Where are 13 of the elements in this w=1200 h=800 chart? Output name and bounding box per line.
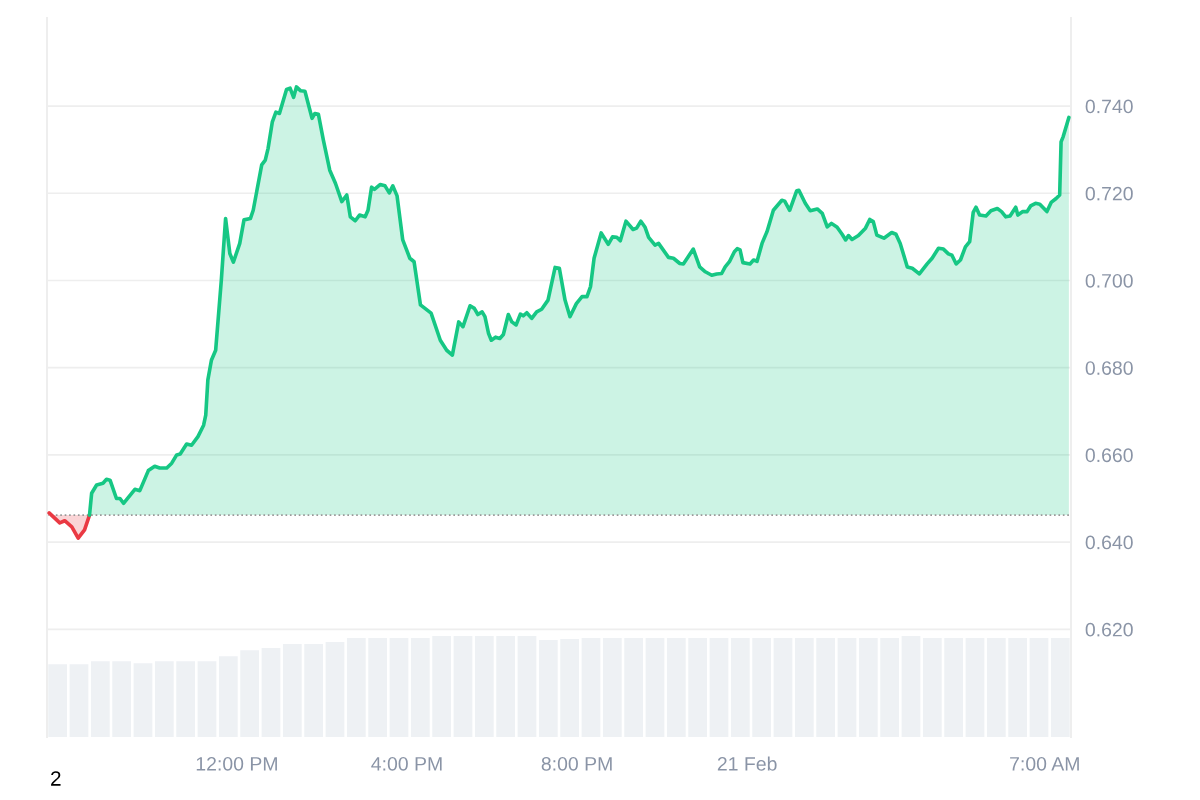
x-tick-label: 4:00 PM (371, 756, 442, 771)
y-tick-label: 0.700 (1085, 273, 1133, 288)
y-tick-label: 0.720 (1085, 186, 1133, 201)
y-tick-label: 0.740 (1085, 99, 1133, 114)
y-tick-label: 0.620 (1085, 622, 1133, 637)
x-tick-label: 12:00 PM (196, 756, 277, 771)
x-tick-label: 8:00 PM (541, 756, 612, 771)
x-tick-label: 7:00 AM (1010, 756, 1079, 771)
y-tick-label: 0.640 (1085, 535, 1133, 550)
text: 2 (51, 771, 61, 786)
x-tick-label: 21 Feb (717, 756, 777, 771)
y-tick-label: 0.660 (1085, 448, 1133, 463)
y-tick-label: 0.680 (1085, 361, 1133, 375)
